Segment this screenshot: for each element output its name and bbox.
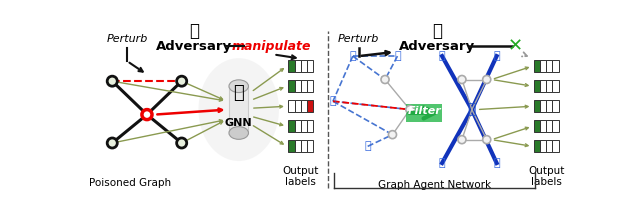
Ellipse shape — [388, 131, 397, 139]
Text: Output
labels: Output labels — [528, 166, 564, 187]
Bar — [294, 120, 301, 132]
Bar — [547, 100, 552, 112]
Bar — [301, 140, 307, 152]
Ellipse shape — [177, 76, 187, 86]
Bar — [307, 140, 313, 152]
Text: Adversary: Adversary — [399, 39, 475, 53]
Bar — [229, 86, 248, 133]
Text: Graph Agent Network: Graph Agent Network — [378, 180, 492, 190]
Text: 🧠: 🧠 — [234, 84, 244, 102]
Ellipse shape — [229, 127, 248, 139]
Text: 🧠: 🧠 — [439, 51, 445, 61]
Bar — [540, 60, 546, 72]
Bar — [547, 80, 552, 92]
Bar — [540, 80, 546, 92]
Bar — [534, 60, 540, 72]
Bar — [552, 80, 559, 92]
Bar — [307, 100, 313, 112]
Text: 🧠: 🧠 — [493, 158, 500, 168]
Text: 🧠: 🧠 — [432, 22, 442, 40]
Bar — [547, 140, 552, 152]
Bar — [294, 100, 301, 112]
Bar — [540, 100, 546, 112]
Text: 🧠: 🧠 — [189, 22, 199, 40]
Bar — [552, 140, 559, 152]
Text: Output
labels: Output labels — [282, 166, 319, 187]
Bar — [534, 140, 540, 152]
Bar — [307, 120, 313, 132]
Text: 🧠: 🧠 — [468, 103, 476, 117]
Text: Filter: Filter — [407, 106, 441, 116]
Text: 🧠: 🧠 — [364, 141, 371, 151]
Text: 🧠: 🧠 — [439, 158, 445, 168]
Bar — [288, 60, 294, 72]
Bar — [294, 60, 301, 72]
Bar — [547, 60, 552, 72]
Ellipse shape — [142, 110, 152, 120]
Ellipse shape — [229, 80, 248, 92]
Ellipse shape — [406, 106, 414, 113]
Ellipse shape — [107, 76, 117, 86]
Bar — [301, 60, 307, 72]
Bar — [288, 80, 294, 92]
Bar — [552, 120, 559, 132]
Bar — [301, 80, 307, 92]
Bar — [540, 140, 546, 152]
Bar — [547, 120, 552, 132]
Bar — [406, 104, 442, 122]
Text: 🧠: 🧠 — [330, 96, 336, 106]
Bar — [552, 100, 559, 112]
Bar — [288, 100, 294, 112]
Ellipse shape — [177, 138, 187, 148]
Ellipse shape — [107, 138, 117, 148]
Text: GNN: GNN — [225, 118, 253, 128]
Bar — [288, 120, 294, 132]
Bar — [534, 100, 540, 112]
Ellipse shape — [381, 76, 389, 84]
Text: 🧠: 🧠 — [349, 51, 356, 61]
Text: 🧠: 🧠 — [394, 51, 401, 61]
Bar — [288, 140, 294, 152]
Bar — [540, 120, 546, 132]
Bar — [534, 80, 540, 92]
Text: Poisoned Graph: Poisoned Graph — [88, 178, 171, 188]
Bar — [294, 80, 301, 92]
Ellipse shape — [458, 76, 466, 84]
Text: 🧠: 🧠 — [493, 51, 500, 61]
Text: ✕: ✕ — [508, 37, 522, 55]
Bar — [307, 60, 313, 72]
Ellipse shape — [483, 76, 491, 84]
Ellipse shape — [198, 58, 279, 161]
Text: manipulate: manipulate — [231, 39, 310, 53]
Bar — [301, 100, 307, 112]
Bar — [534, 120, 540, 132]
Bar — [307, 80, 313, 92]
Ellipse shape — [458, 136, 466, 144]
Bar — [294, 140, 301, 152]
Text: Perturb: Perturb — [106, 35, 148, 44]
Bar — [552, 60, 559, 72]
Text: Adversary: Adversary — [156, 39, 232, 53]
Ellipse shape — [483, 136, 491, 144]
Text: Perturb: Perturb — [338, 35, 380, 44]
Bar — [301, 120, 307, 132]
